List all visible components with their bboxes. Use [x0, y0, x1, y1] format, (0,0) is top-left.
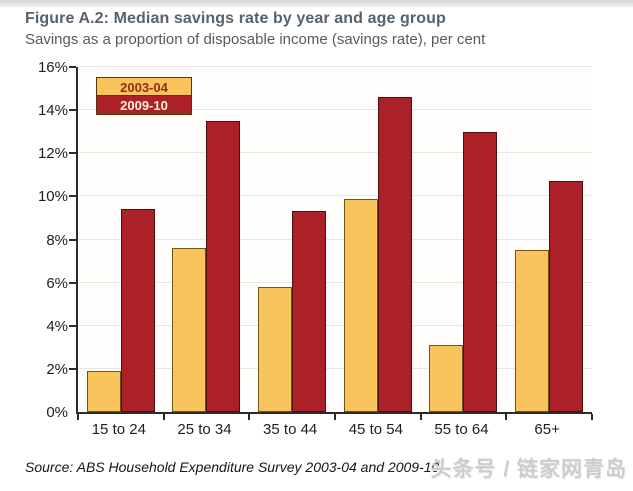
bar-2003-04-35-to-44 — [258, 286, 293, 412]
y-tick-6 — [69, 281, 76, 284]
figure-title: Figure A.2: Median savings rate by year … — [25, 10, 446, 27]
bar-2003-04-45-to-54 — [343, 198, 378, 412]
gridline-8 — [78, 238, 592, 240]
x-axis-label-65: 65+ — [534, 421, 560, 438]
legend-item-2009-10: 2009-10 — [96, 96, 192, 115]
x-axis-label-15-to-24: 15 to 24 — [91, 421, 146, 438]
y-axis-label-16: 16% — [37, 59, 68, 76]
y-tick-10 — [69, 195, 76, 198]
y-axis-label-8: 8% — [46, 231, 68, 249]
bar-2003-04-65 — [515, 250, 550, 412]
figure-subtitle: Savings as a proportion of disposable in… — [25, 31, 486, 48]
chart-legend: 2003-04 2009-10 — [96, 77, 192, 115]
bar-group-45-to-54 — [335, 67, 421, 412]
y-axis-label-10: 10% — [37, 188, 68, 206]
y-tick-16 — [69, 66, 76, 68]
x-axis-label-45-to-54: 45 to 54 — [348, 421, 403, 438]
top-edge-band — [0, 0, 633, 7]
bar-group-25-to-34 — [164, 67, 250, 412]
y-tick-8 — [69, 238, 76, 241]
x-axis-label-25-to-34: 25 to 34 — [177, 421, 232, 438]
bar-2009-10-55-to-64 — [463, 131, 498, 412]
bar-2009-10-65 — [549, 181, 584, 412]
y-axis-label-0: 0% — [46, 404, 68, 421]
y-axis-label-12: 12% — [37, 145, 68, 163]
bar-2009-10-35-to-44 — [292, 211, 327, 412]
y-axis-label-6: 6% — [46, 274, 68, 292]
x-tick-0 — [77, 414, 79, 420]
gridline-4 — [78, 324, 592, 326]
plot-area: 2003-04 2009-10 — [69, 66, 593, 420]
x-tick-2 — [248, 414, 251, 420]
x-tick-4 — [419, 414, 422, 420]
bar-2009-10-25-to-34 — [206, 120, 241, 412]
bar-2009-10-15-to-24 — [120, 209, 155, 412]
y-tick-4 — [69, 324, 76, 327]
gridline-2 — [78, 367, 592, 369]
bar-2003-04-55-to-64 — [429, 345, 464, 412]
x-axis-label-55-to-64: 55 to 64 — [434, 421, 489, 438]
gridline-14 — [78, 109, 592, 111]
bar-group-15-to-24 — [78, 67, 164, 412]
gridline-16 — [78, 66, 592, 67]
watermark: 头条号 / 链家网青岛 — [430, 458, 627, 481]
bar-group-35-to-44 — [249, 67, 335, 412]
gridline-10 — [78, 195, 592, 197]
x-tick-1 — [162, 414, 165, 420]
bar-2003-04-25-to-34 — [172, 248, 207, 412]
legend-item-2003-04: 2003-04 — [96, 77, 192, 96]
y-tick-2 — [69, 367, 76, 370]
y-axis-label-14: 14% — [37, 102, 68, 120]
x-tick-5 — [505, 414, 508, 420]
y-tick-14 — [69, 109, 76, 112]
bar-2009-10-45-to-54 — [377, 97, 412, 412]
y-axis-label-2: 2% — [46, 360, 68, 378]
source-note: Source: ABS Household Expenditure Survey… — [25, 459, 440, 475]
y-axis-label-4: 4% — [46, 317, 68, 335]
bar-group-55-to-64 — [421, 67, 507, 412]
bar-group-65 — [506, 67, 592, 412]
x-axis-label-35-to-44: 35 to 44 — [263, 421, 318, 438]
x-tick-6 — [591, 414, 593, 420]
x-tick-3 — [334, 414, 336, 420]
gridline-12 — [78, 152, 592, 154]
bar-2003-04-15-to-24 — [86, 371, 121, 412]
gridline-6 — [78, 281, 592, 283]
y-tick-12 — [69, 152, 76, 155]
